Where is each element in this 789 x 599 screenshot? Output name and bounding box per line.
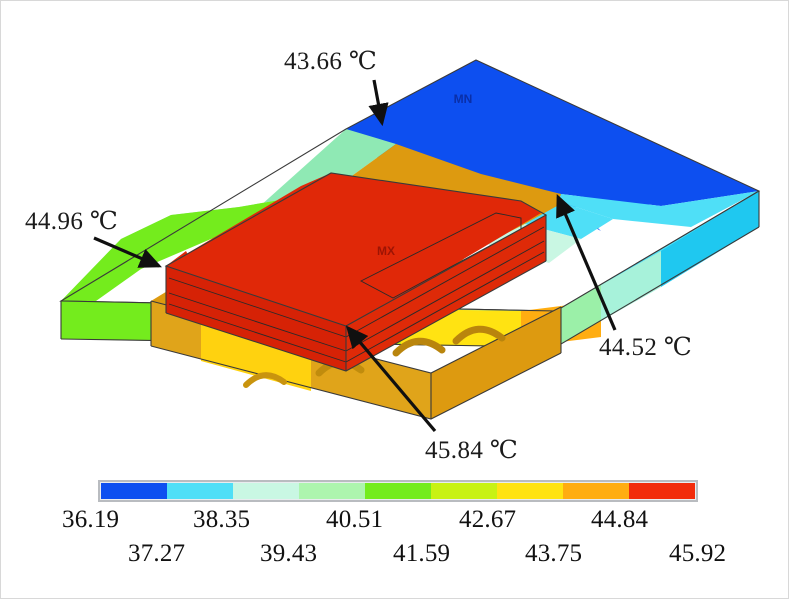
interposer-front-right [431, 307, 561, 419]
die-chip-block [164, 172, 548, 372]
board-right-face-mint [601, 251, 661, 321]
callout-arrow-top [368, 79, 389, 127]
colorbar [101, 483, 695, 499]
tick-label-44-84: 44.84 [591, 506, 649, 533]
die-layer-line-1 [168, 277, 347, 338]
callout-label-left: 44.96 ℃ [25, 208, 119, 235]
colorbar-band-5 [365, 483, 431, 499]
bump-2 [452, 325, 506, 345]
colorbar-tick-labels: 36.19 38.35 40.51 42.67 44.84 37.27 39.4… [1, 503, 788, 583]
tick-label-42-67: 42.67 [459, 506, 517, 533]
callout-arrow-left [93, 236, 162, 268]
board-right-face-cyan [661, 191, 759, 287]
tick-label-36-19: 36.19 [62, 506, 120, 533]
bump-1 [392, 337, 446, 357]
callout-label-right: 44.52 ℃ [599, 334, 693, 361]
die-layer-line-3 [168, 303, 347, 363]
tick-label-37-27: 37.27 [128, 540, 186, 567]
band-top-cyan [557, 191, 759, 227]
colorbar-band-6 [431, 483, 497, 499]
die-top-face [166, 173, 541, 326]
colorbar-band-7 [497, 483, 563, 499]
die-layer-line-2 [168, 292, 347, 352]
min-temperature-marker: MN [454, 92, 473, 106]
callout-arrow-right [556, 194, 617, 331]
colorbar-band-1 [101, 483, 167, 499]
tick-label-39-43: 39.43 [260, 540, 318, 567]
board-top-blue-main [346, 60, 759, 206]
colorbar-band-2 [167, 483, 233, 499]
colorbar-frame [98, 480, 698, 502]
die-layer-line-5 [345, 240, 545, 352]
color-legend: 36.19 38.35 40.51 42.67 44.84 37.27 39.4… [1, 471, 788, 591]
callout-label-bottom: 45.84 ℃ [425, 437, 519, 464]
max-temperature-marker: MX [377, 244, 395, 258]
bump-4 [243, 372, 287, 388]
die-cavity-outline [360, 212, 522, 299]
tick-label-41-59: 41.59 [393, 540, 451, 567]
colorbar-band-4 [299, 483, 365, 499]
tick-label-38-35: 38.35 [193, 506, 251, 533]
callout-label-top: 43.66 ℃ [284, 48, 378, 75]
die-layer-line-4 [345, 226, 545, 338]
colorbar-band-9 [629, 483, 695, 499]
tick-label-43-75: 43.75 [525, 540, 583, 567]
board-right-face-green [556, 285, 601, 347]
die-outline [164, 172, 548, 327]
die-layer-line-6 [345, 251, 545, 363]
tick-label-40-51: 40.51 [326, 506, 384, 533]
callout-arrow-bottom [345, 325, 437, 433]
tick-label-45-92: 45.92 [669, 540, 727, 567]
colorbar-band-8 [563, 483, 629, 499]
interposer-front-left-yellow [201, 316, 311, 391]
colorbar-band-3 [233, 483, 299, 499]
